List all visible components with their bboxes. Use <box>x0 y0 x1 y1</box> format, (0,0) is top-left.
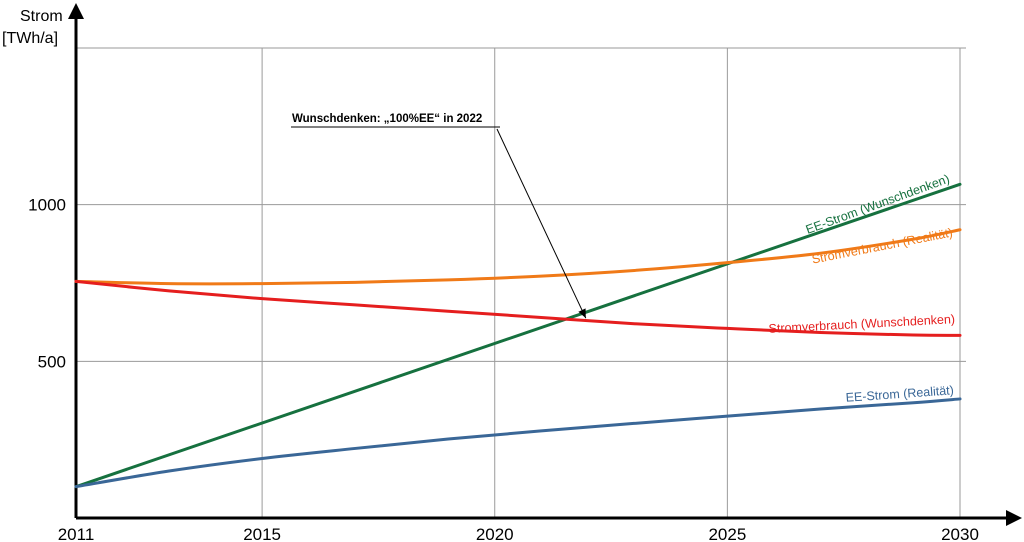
annotation-arrow <box>496 128 587 319</box>
x-tick-label: 2015 <box>243 525 281 542</box>
x-axis-arrow-icon <box>1006 510 1022 526</box>
y-axis-arrow-icon <box>68 3 84 19</box>
x-tick-label: 2030 <box>941 525 979 542</box>
annotation-text: Wunschdenken: „100%EE“ in 2022 <box>292 113 482 125</box>
x-tick-label: 2020 <box>476 525 514 542</box>
series-line <box>74 279 962 337</box>
series-line <box>74 397 962 489</box>
series-line <box>74 228 962 286</box>
y-tick-label: 1000 <box>28 196 66 215</box>
annotation: Wunschdenken: „100%EE“ in 2022 <box>291 113 587 319</box>
series-label: Stromverbrauch (Realität) <box>811 226 954 267</box>
y-tick-label: 500 <box>38 352 66 371</box>
y-axis-title-line2: [TWh/a] <box>2 30 58 47</box>
series-line <box>74 182 962 489</box>
grid <box>76 47 966 518</box>
series-lines <box>74 182 962 489</box>
y-axis-title-line1: Strom <box>20 8 63 25</box>
axes <box>68 3 1022 526</box>
x-tick-label: 2011 <box>58 525 95 542</box>
series-labels: EE-Strom (Wunschdenken)Stromverbrauch (R… <box>768 172 955 405</box>
tick-labels: 2011 2015 2020 2025 2030 500 1000 <box>28 196 979 542</box>
x-tick-label: 2025 <box>708 525 746 542</box>
